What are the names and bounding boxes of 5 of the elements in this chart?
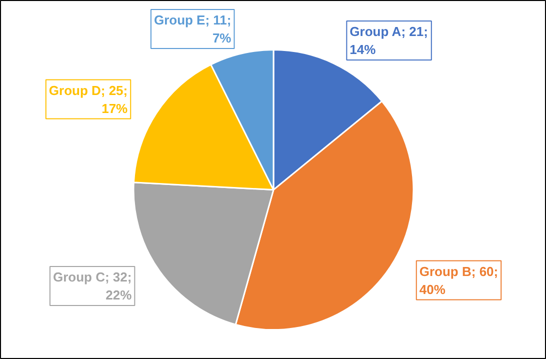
slice-label: Group E; 11; 7% bbox=[154, 12, 232, 46]
slice-label: Group A; 21; 14% bbox=[350, 24, 428, 58]
slice-label: Group C; 32; 22% bbox=[52, 270, 132, 303]
slice-label: Group B; 60; 40% bbox=[419, 264, 498, 297]
slice-label: Group D; 25; 17% bbox=[48, 82, 128, 116]
